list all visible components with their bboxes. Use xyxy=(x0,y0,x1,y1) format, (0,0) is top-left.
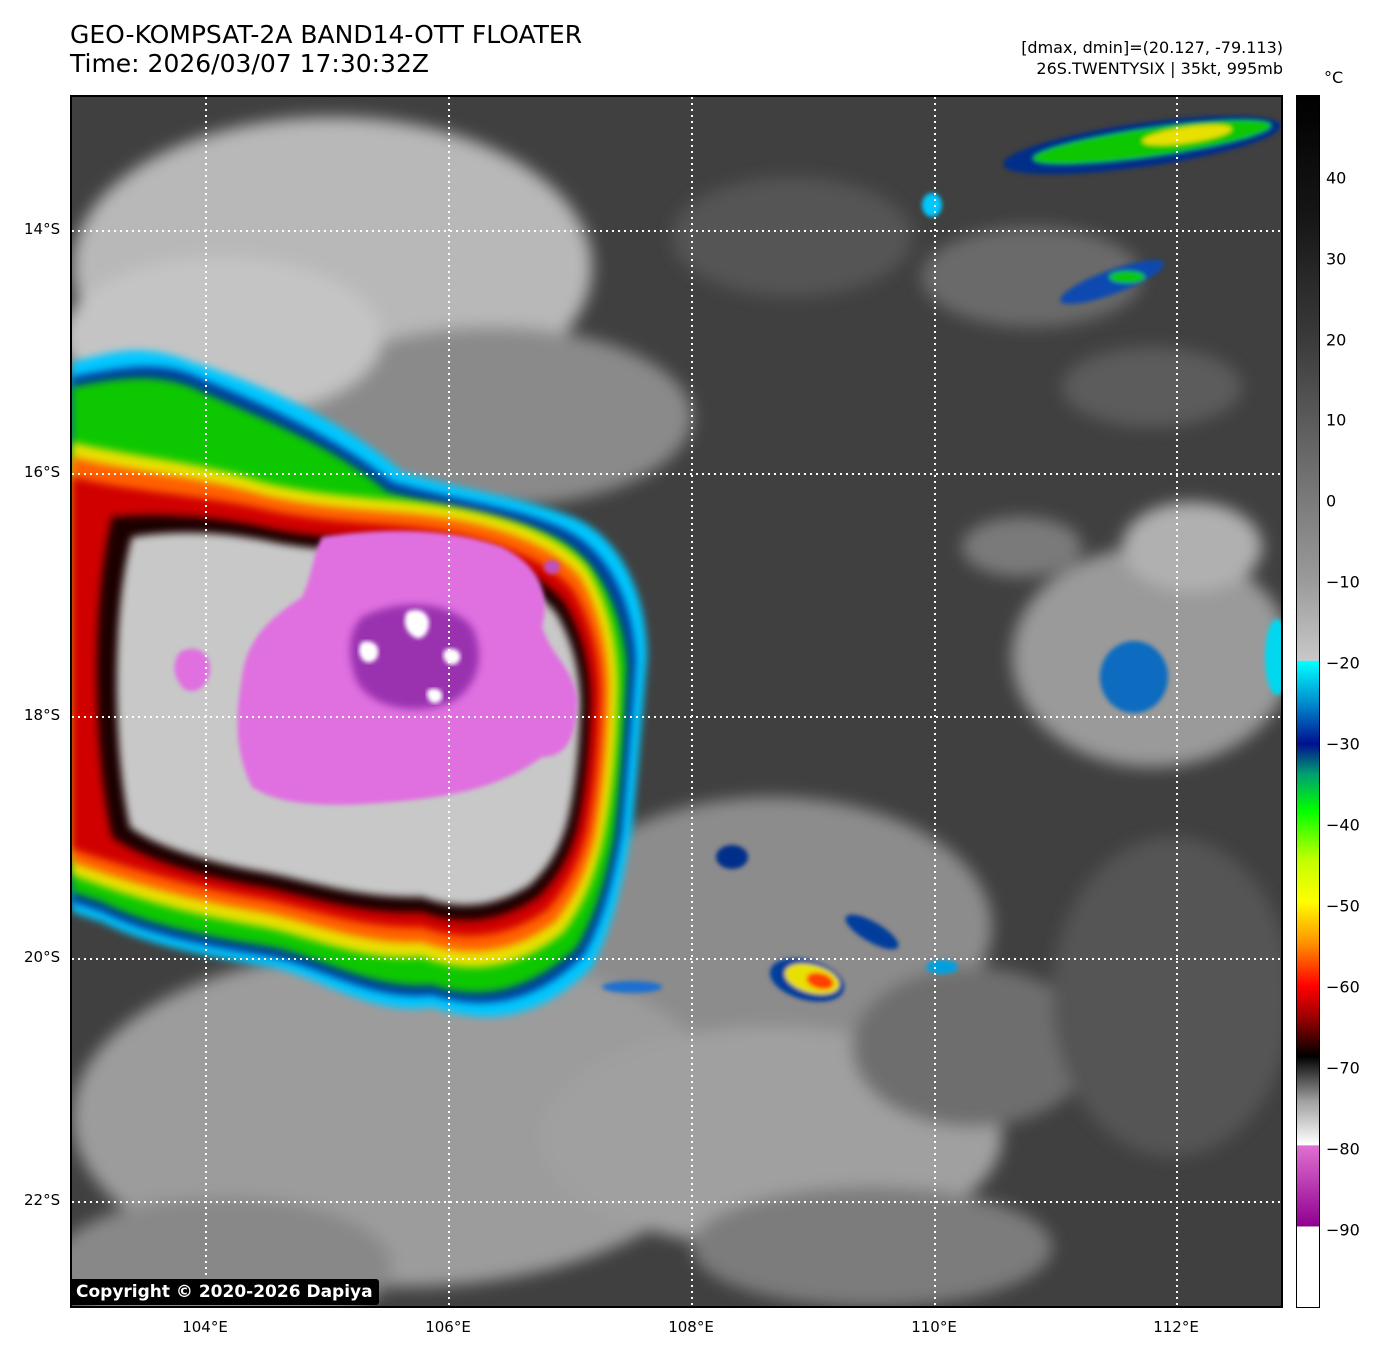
colorbar-tick-0: 0 xyxy=(1326,491,1337,511)
lon-label-108e: 108°E xyxy=(668,1318,714,1336)
lon-label-106e: 106°E xyxy=(425,1318,471,1336)
storm-cloud-tops xyxy=(72,350,647,1017)
lat-label-14s: 14°S xyxy=(24,220,61,238)
colorbar-tick-minus90: −90 xyxy=(1326,1220,1360,1240)
satellite-image xyxy=(70,95,1283,1308)
colorbar-gradient xyxy=(1297,96,1319,1307)
satellite-imagery-svg xyxy=(72,97,1281,1306)
lon-label-112e: 112°E xyxy=(1153,1318,1199,1336)
colorbar-tick-minus70: −70 xyxy=(1326,1058,1360,1078)
colorbar-tick-minus30: −30 xyxy=(1326,734,1360,754)
map-title: GEO-KOMPSAT-2A BAND14-OTT FLOATER Time: … xyxy=(70,20,582,78)
colorbar-tick-10: 10 xyxy=(1326,410,1347,430)
info-line-1: [dmax, dmin]=(20.127, -79.113) xyxy=(1021,38,1283,57)
colorbar-unit: °C xyxy=(1324,68,1344,87)
storm-info: [dmax, dmin]=(20.127, -79.113) 26S.TWENT… xyxy=(1021,37,1283,79)
cloud-field xyxy=(72,117,1281,1306)
colorbar-tick-minus60: −60 xyxy=(1326,977,1360,997)
lat-label-18s: 18°S xyxy=(24,706,61,724)
colorbar xyxy=(1296,95,1320,1308)
title-line-2: Time: 2026/03/07 17:30:32Z xyxy=(70,49,429,78)
colorbar-tick-40: 40 xyxy=(1326,168,1347,188)
colorbar-tick-minus40: −40 xyxy=(1326,815,1360,835)
title-line-1: GEO-KOMPSAT-2A BAND14-OTT FLOATER xyxy=(70,20,583,49)
secondary-cells xyxy=(544,115,1281,1002)
colorbar-tick-minus80: −80 xyxy=(1326,1139,1360,1159)
graticule xyxy=(72,97,1281,1306)
colorbar-tick-minus20: −20 xyxy=(1326,653,1360,673)
lat-label-16s: 16°S xyxy=(24,463,61,481)
info-line-2: 26S.TWENTYSIX | 35kt, 995mb xyxy=(1036,59,1283,78)
colorbar-tick-20: 20 xyxy=(1326,330,1347,350)
lat-label-20s: 20°S xyxy=(24,948,61,966)
copyright-notice: Copyright © 2020-2026 Dapiya xyxy=(70,1279,379,1305)
lon-label-104e: 104°E xyxy=(182,1318,228,1336)
colorbar-tick-30: 30 xyxy=(1326,249,1347,269)
lat-label-22s: 22°S xyxy=(24,1191,61,1209)
colorbar-tick-minus10: −10 xyxy=(1326,572,1360,592)
colorbar-tick-minus50: −50 xyxy=(1326,896,1360,916)
lon-label-110e: 110°E xyxy=(911,1318,957,1336)
